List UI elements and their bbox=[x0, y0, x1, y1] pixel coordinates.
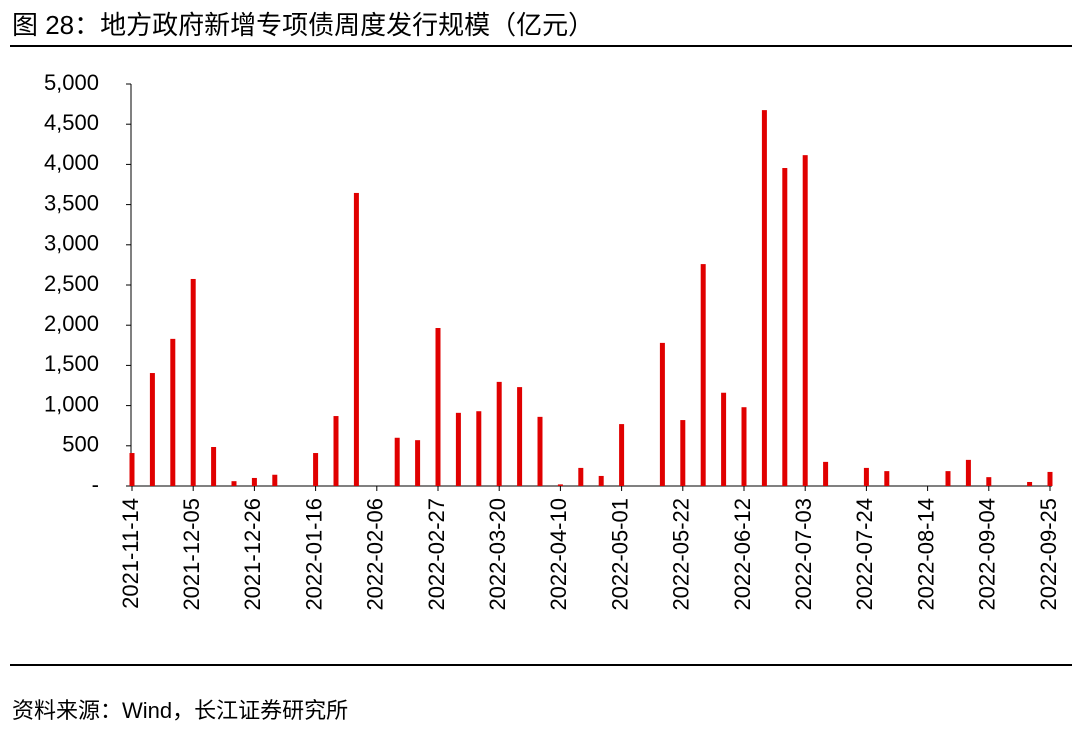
bar bbox=[863, 467, 869, 486]
bar bbox=[476, 411, 482, 486]
bar bbox=[965, 459, 971, 486]
bar bbox=[394, 437, 400, 486]
x-tick-label: 2022-03-20 bbox=[485, 498, 510, 611]
bar bbox=[211, 447, 217, 486]
x-tick-label: 2022-05-22 bbox=[669, 498, 694, 611]
bar bbox=[435, 328, 441, 486]
y-tick-label: 3,000 bbox=[44, 231, 99, 256]
bar bbox=[761, 110, 767, 486]
x-tick-label: 2021-12-26 bbox=[240, 498, 265, 611]
bar bbox=[578, 467, 584, 486]
y-tick-label: 1,000 bbox=[44, 391, 99, 416]
x-tick-label: 2022-09-25 bbox=[1036, 498, 1061, 611]
bar bbox=[415, 440, 421, 486]
y-tick-label: 500 bbox=[62, 432, 99, 457]
bar bbox=[231, 481, 237, 486]
y-tick-label: 5,000 bbox=[44, 70, 99, 95]
x-tick-label: 2021-11-14 bbox=[118, 498, 143, 609]
x-tick-label: 2022-07-24 bbox=[852, 498, 877, 611]
x-tick-label: 2022-05-01 bbox=[607, 498, 632, 611]
x-tick-label: 2022-08-14 bbox=[913, 498, 938, 611]
bar bbox=[557, 484, 563, 486]
bar bbox=[496, 381, 502, 486]
bar bbox=[517, 387, 523, 486]
x-tick-label: 2022-06-12 bbox=[730, 498, 755, 611]
bar bbox=[313, 453, 319, 486]
x-tick-label: 2022-02-06 bbox=[363, 498, 388, 611]
bar bbox=[619, 424, 625, 486]
bar bbox=[986, 477, 992, 486]
x-tick-label: 2022-04-10 bbox=[546, 498, 571, 611]
y-tick-label: 1,500 bbox=[44, 351, 99, 376]
x-tick-label: 2022-02-27 bbox=[424, 498, 449, 611]
bar bbox=[700, 264, 706, 486]
source: 资料来源：Wind，长江证券研究所 bbox=[12, 698, 348, 723]
bar bbox=[129, 453, 135, 486]
x-tick-label: 2022-01-16 bbox=[301, 498, 326, 611]
bar bbox=[537, 416, 543, 486]
bar bbox=[170, 338, 176, 486]
bar bbox=[782, 168, 788, 486]
bar bbox=[149, 373, 155, 486]
title: 图 28：地方政府新增专项债周度发行规模（亿元） bbox=[12, 10, 594, 40]
bar bbox=[190, 278, 196, 486]
x-tick-label: 2022-09-04 bbox=[975, 498, 1000, 611]
bar bbox=[721, 392, 727, 486]
bar bbox=[945, 471, 951, 486]
bar bbox=[741, 407, 747, 486]
y-tick-label: 4,000 bbox=[44, 150, 99, 175]
x-tick-label: 2022-07-03 bbox=[791, 498, 816, 611]
bar bbox=[598, 475, 604, 486]
bar bbox=[823, 461, 829, 486]
bar bbox=[1047, 471, 1053, 486]
bar bbox=[251, 477, 257, 486]
bar bbox=[680, 420, 686, 486]
x-tick-label: 2021-12-05 bbox=[179, 498, 204, 611]
bar bbox=[1027, 481, 1033, 486]
y-tick-label: 3,500 bbox=[44, 190, 99, 215]
y-tick-label: 4,500 bbox=[44, 110, 99, 135]
y-tick-label: 2,000 bbox=[44, 311, 99, 336]
y-tick-label: - bbox=[92, 472, 99, 497]
bar bbox=[802, 155, 808, 487]
y-tick-label: 2,500 bbox=[44, 271, 99, 296]
bar bbox=[353, 192, 359, 486]
bar bbox=[884, 471, 890, 486]
bar bbox=[455, 412, 461, 486]
bar bbox=[333, 416, 339, 486]
bar bbox=[659, 342, 665, 486]
bar bbox=[272, 474, 278, 486]
